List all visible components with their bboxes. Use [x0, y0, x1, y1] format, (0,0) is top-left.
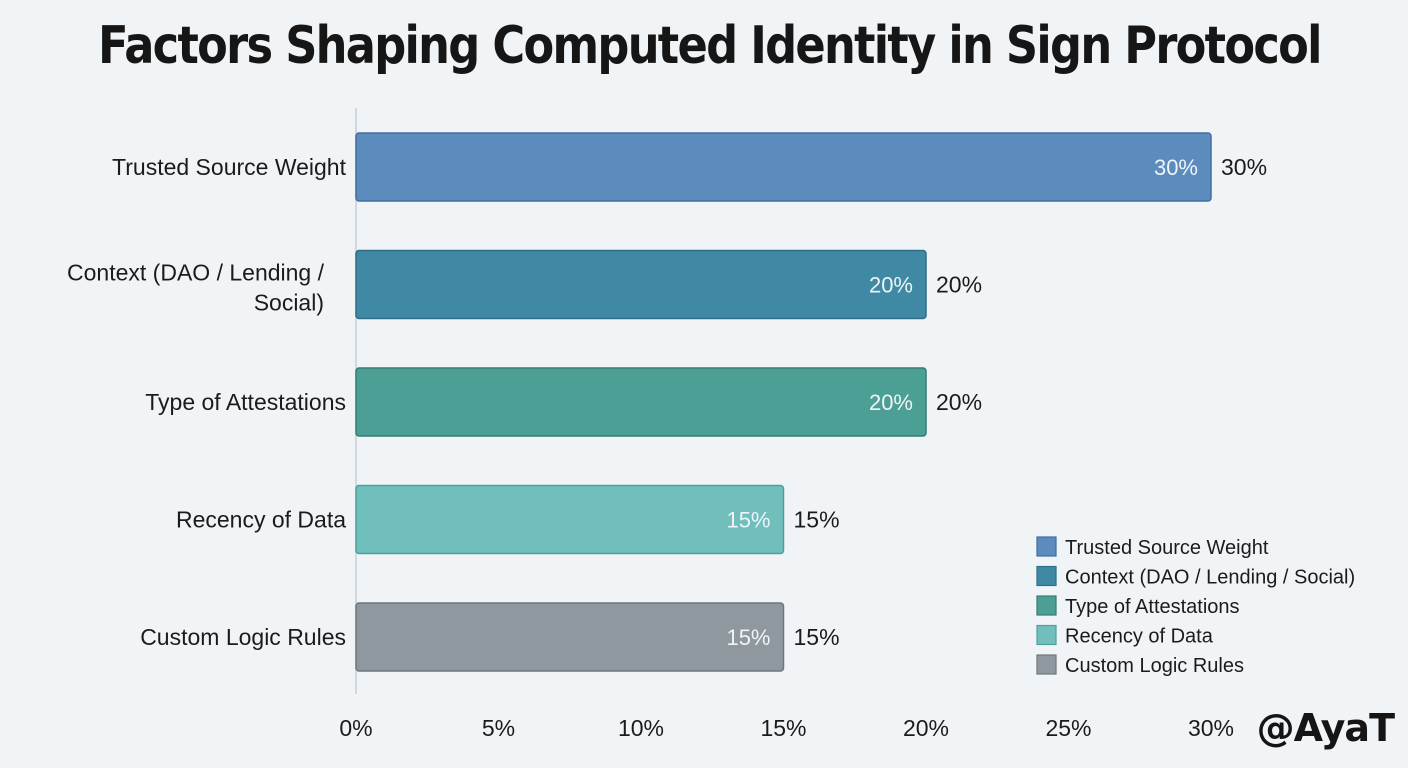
bar	[355, 367, 927, 437]
category-label: Custom Logic Rules	[140, 624, 346, 650]
bar-value-label-inside: 30%	[1154, 155, 1198, 180]
bar	[355, 602, 785, 672]
legend-swatch	[1036, 565, 1057, 587]
x-tick-label: 15%	[760, 715, 806, 741]
bar-value-label: 20%	[936, 389, 982, 415]
x-tick-label: 10%	[618, 715, 664, 741]
chart-title: Factors Shaping Computed Identity in Sig…	[98, 16, 1322, 76]
category-label: Trusted Source Weight	[112, 154, 347, 180]
bar-value-label: 15%	[794, 507, 840, 533]
watermark-handle: @AyaT	[1256, 706, 1395, 750]
legend-entry-label: Custom Logic Rules	[1065, 655, 1244, 677]
bar	[355, 484, 785, 555]
x-tick-label: 0%	[339, 715, 372, 741]
bar-value-label: 15%	[794, 624, 840, 650]
legend-swatch	[1036, 536, 1057, 557]
bar	[355, 249, 927, 320]
x-tick-label: 25%	[1045, 715, 1091, 741]
legend-swatch	[1036, 654, 1057, 675]
legend-swatch	[1036, 595, 1057, 616]
x-tick-label: 30%	[1188, 715, 1234, 741]
category-label-line: Social)	[254, 290, 324, 316]
legend-entry-label: Recency of Data	[1065, 626, 1214, 648]
bar-value-label-inside: 20%	[869, 273, 913, 298]
x-tick-label: 20%	[903, 715, 949, 741]
category-label: Recency of Data	[176, 507, 346, 533]
bar-value-label: 30%	[1221, 154, 1267, 180]
legend-swatch	[1036, 624, 1057, 646]
category-label-line: Context (DAO / Lending /	[67, 260, 325, 286]
bar	[355, 132, 1212, 202]
bar-value-label-inside: 20%	[869, 390, 913, 415]
bar-value-label: 20%	[936, 272, 982, 298]
category-label: Type of Attestations	[145, 389, 346, 415]
legend-entry-label: Context (DAO / Lending / Social)	[1065, 567, 1355, 589]
bar-value-label-inside: 15%	[726, 508, 770, 533]
x-tick-label: 5%	[482, 715, 515, 741]
legend-entry-label: Type of Attestations	[1065, 596, 1240, 618]
legend-entry-label: Trusted Source Weight	[1065, 537, 1269, 559]
bar-value-label-inside: 15%	[726, 625, 770, 650]
